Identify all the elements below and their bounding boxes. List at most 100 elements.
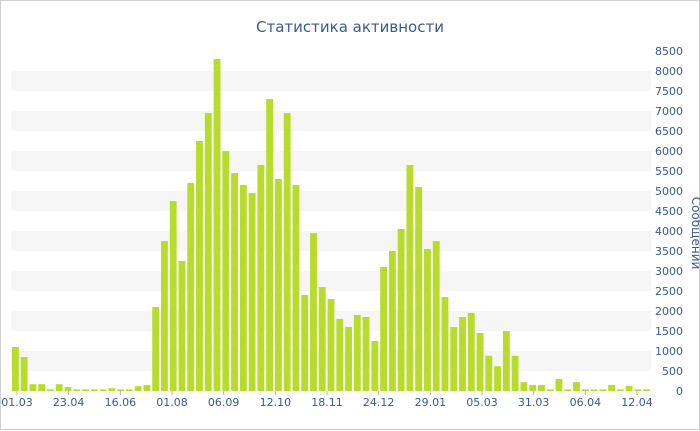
bar (169, 201, 177, 391)
bar (520, 382, 528, 391)
bar (564, 389, 572, 391)
y-tick-label: 2000 (655, 305, 683, 318)
grid-band (11, 191, 651, 211)
bar (467, 313, 475, 391)
x-tick-label: 12.04 (621, 396, 653, 409)
bar (608, 385, 615, 391)
bar (204, 113, 212, 391)
y-tick-label: 7000 (655, 105, 683, 118)
bar (424, 249, 431, 391)
y-tick-label: 1500 (655, 325, 683, 338)
bar (353, 315, 361, 391)
bar (239, 185, 247, 391)
bar (29, 384, 37, 391)
bar (546, 389, 554, 391)
bar (64, 387, 72, 391)
bar (73, 389, 81, 391)
bar (99, 389, 107, 391)
bar (573, 382, 580, 391)
grid-band (11, 111, 651, 131)
y-tick-label: 3500 (655, 245, 683, 258)
bar (415, 187, 423, 391)
grid-band (11, 151, 651, 171)
y-tick-label: 500 (662, 365, 683, 378)
bar (450, 327, 458, 391)
y-tick-label: 0 (676, 385, 683, 398)
bar (310, 233, 317, 391)
bar (529, 385, 537, 391)
y-tick-label: 6000 (655, 145, 683, 158)
y-tick-label: 2500 (655, 285, 683, 298)
bar (318, 287, 326, 391)
bar-series (11, 59, 651, 391)
x-tick-label: 29.01 (415, 396, 447, 409)
bar (213, 59, 221, 391)
bar (178, 261, 186, 391)
bar (406, 165, 414, 391)
y-tick-label: 7500 (655, 85, 683, 98)
bar (643, 389, 651, 391)
grid-band (11, 71, 651, 91)
bar (274, 179, 282, 391)
x-tick-label: 12.10 (260, 396, 292, 409)
y-tick-label: 1000 (655, 345, 683, 358)
y-tick-label: 8500 (655, 45, 683, 58)
bar (125, 389, 133, 391)
x-axis-ticks: 01.03 23.04 16.06 01.08 06.09 12.10 18.11 24.12… (1, 391, 653, 409)
y-tick-label: 8000 (655, 65, 683, 78)
y-axis-label: Сообщений (689, 197, 700, 270)
bar (459, 317, 466, 391)
y-tick-label: 5000 (655, 185, 683, 198)
y-axis-ticks: 0 500 1000 1500 2000 2500 3000 3500 4000 4500 5000… (655, 45, 683, 398)
bar (231, 173, 238, 391)
y-tick-label: 4000 (655, 225, 683, 238)
bar (20, 357, 28, 391)
bar (82, 389, 89, 391)
chart-title: Статистика активности (256, 18, 444, 36)
x-tick-label: 18.11 (311, 396, 343, 409)
x-tick-label: 06.09 (208, 396, 240, 409)
bar (511, 355, 519, 391)
bar (152, 307, 160, 391)
bar (432, 241, 440, 391)
bar (90, 389, 98, 391)
bar (196, 141, 203, 391)
bar (248, 193, 256, 391)
bar (581, 389, 589, 391)
x-tick-label: 16.06 (105, 396, 137, 409)
bar (485, 355, 493, 391)
y-tick-label: 5500 (655, 165, 683, 178)
y-tick-label: 6500 (655, 125, 683, 138)
bar (292, 185, 300, 391)
y-tick-label: 3000 (655, 265, 683, 278)
bar (117, 389, 125, 391)
x-tick-label: 31.03 (518, 396, 550, 409)
bar (388, 251, 396, 391)
bar (476, 333, 484, 391)
bar (616, 389, 624, 391)
bar (187, 183, 195, 391)
x-tick-label: 01.03 (1, 396, 33, 409)
x-tick-label: 01.08 (156, 396, 188, 409)
bar (590, 389, 598, 391)
bar (55, 384, 63, 391)
bar (380, 267, 388, 391)
x-tick-label: 05.03 (466, 396, 498, 409)
bar (257, 165, 265, 391)
bar (336, 319, 344, 391)
bar (537, 385, 545, 391)
bar (362, 317, 370, 391)
bar (345, 327, 352, 391)
bar (502, 331, 510, 391)
bar (134, 386, 142, 391)
bar (599, 389, 607, 391)
grid-band (11, 231, 651, 251)
bar (634, 389, 642, 391)
x-tick-label: 06.04 (570, 396, 602, 409)
bar (327, 299, 335, 391)
bar (47, 389, 54, 391)
bar (108, 388, 116, 391)
bar (161, 241, 168, 391)
bar (555, 379, 563, 391)
